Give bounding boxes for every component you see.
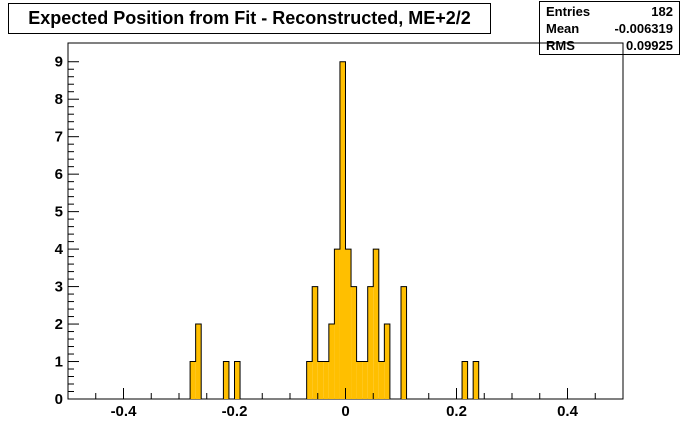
- x-tick-label: -0.4: [111, 403, 138, 420]
- chart-title: Expected Position from Fit - Reconstruct…: [28, 8, 471, 28]
- histogram-bar: [401, 286, 407, 399]
- stats-entries-label: Entries: [546, 4, 591, 19]
- stats-row-entries: Entries 182: [540, 3, 679, 20]
- histogram-bar: [345, 249, 352, 399]
- stats-rms-value: 0.09925: [626, 38, 673, 53]
- stats-entries-value: 182: [651, 4, 673, 19]
- y-tick-label: 5: [55, 204, 63, 221]
- histogram-bar: [473, 361, 479, 399]
- histogram-bar: [362, 361, 368, 399]
- histogram-bar: [356, 361, 363, 399]
- y-tick-label: 6: [55, 166, 63, 183]
- y-tick-label: 9: [55, 54, 63, 71]
- stats-box: Entries 182 Mean -0.006319 RMS 0.09925: [539, 1, 680, 55]
- y-tick-label: 0: [55, 391, 63, 408]
- stats-row-rms: RMS 0.09925: [540, 37, 679, 54]
- stats-mean-value: -0.006319: [614, 21, 673, 36]
- y-tick-label: 3: [55, 279, 63, 296]
- stats-mean-label: Mean: [546, 21, 580, 36]
- y-tick-label: 4: [55, 241, 64, 258]
- histogram-bar: [328, 324, 335, 399]
- stats-rms-label: RMS: [546, 38, 575, 53]
- histogram-bar: [190, 361, 196, 399]
- histogram-bar: [195, 324, 202, 399]
- histogram-bar: [373, 249, 379, 399]
- histogram-bar: [312, 286, 318, 399]
- histogram-bar: [367, 286, 374, 399]
- title-box: Expected Position from Fit - Reconstruct…: [8, 3, 491, 34]
- y-tick-label: 1: [55, 354, 63, 371]
- histogram-bar: [323, 361, 329, 399]
- y-tick-label: 2: [55, 316, 63, 333]
- histogram-bar: [317, 361, 324, 399]
- x-tick-label: -0.2: [222, 403, 248, 420]
- y-tick-label: 7: [55, 129, 63, 146]
- y-tick-label: 8: [55, 91, 63, 108]
- histogram-bar: [351, 286, 357, 399]
- histogram-bar: [339, 61, 346, 399]
- histogram-outline: [68, 61, 623, 400]
- x-tick-label: 0.2: [446, 403, 467, 420]
- histogram-bar: [462, 361, 468, 399]
- histogram-bar: [378, 361, 385, 399]
- x-tick-label: 0.4: [557, 403, 579, 420]
- stats-row-mean: Mean -0.006319: [540, 20, 679, 37]
- histogram-bar: [334, 249, 340, 399]
- histogram-bar: [223, 361, 229, 399]
- histogram-bar: [384, 324, 390, 399]
- histogram-bar: [306, 361, 313, 399]
- histogram-bar: [234, 361, 241, 399]
- x-tick-label: 0: [341, 403, 349, 420]
